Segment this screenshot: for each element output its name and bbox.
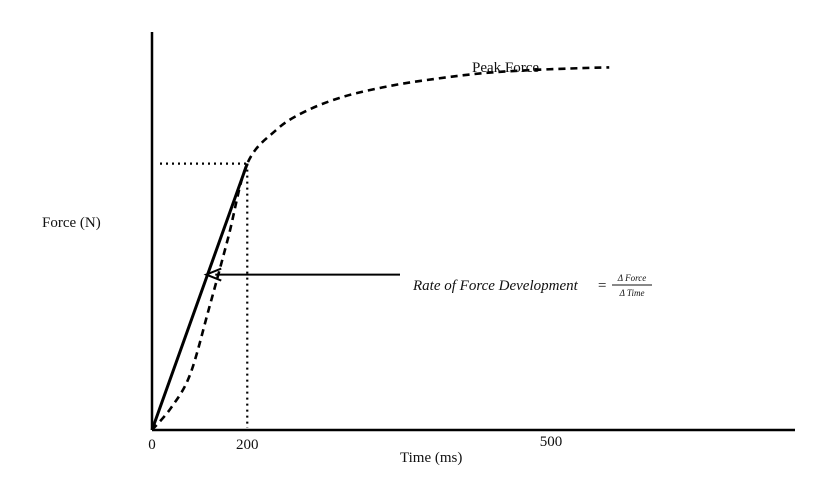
rfd-label: Rate of Force Development [412,278,579,294]
equals-sign: = [597,278,607,294]
peak-force-label: Peak Force [472,60,539,76]
y-axis-label: Force (N) [42,215,101,231]
rfd-tangent-line [150,163,249,431]
x-tick-label: 200 [236,437,259,453]
x-axis-label: Time (ms) [400,450,462,466]
x-tick-label: 0 [148,437,156,453]
fraction-numerator: Δ Force [617,273,647,283]
fraction-denominator: Δ Time [619,288,645,298]
annotation-arrow-head [203,267,222,282]
x-tick-label: 500 [540,434,563,450]
force-curve [151,66,610,431]
